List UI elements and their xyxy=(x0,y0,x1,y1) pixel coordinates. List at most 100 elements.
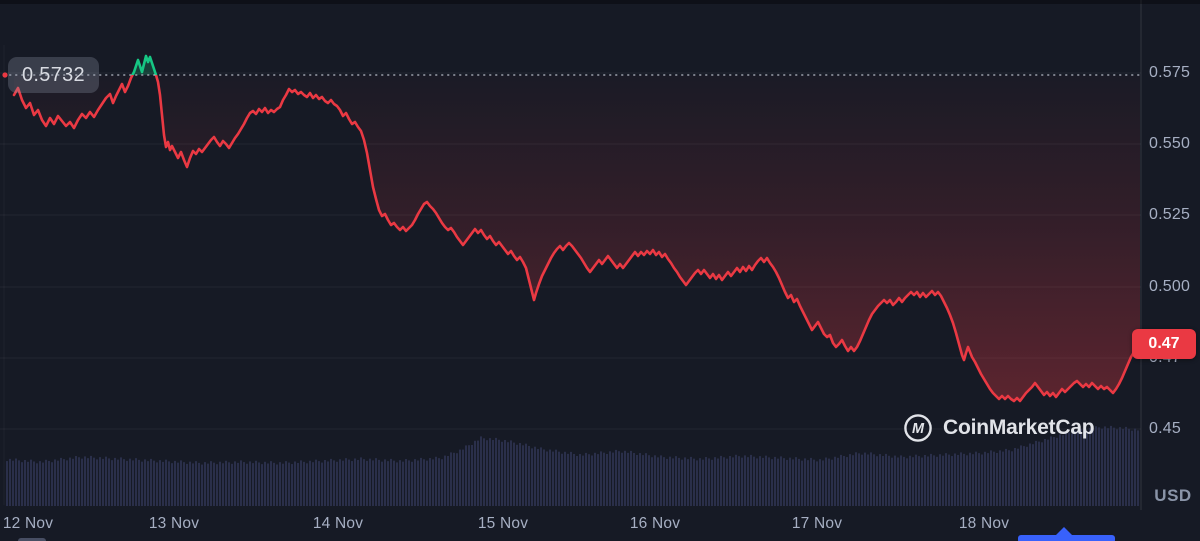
volume-bar xyxy=(723,457,725,506)
volume-bar xyxy=(1047,439,1049,506)
volume-bar xyxy=(669,456,671,506)
volume-bar xyxy=(696,460,698,506)
x-tick-label: 15 Nov xyxy=(477,515,529,532)
volume-bar xyxy=(21,462,23,506)
volume-bar xyxy=(258,462,260,506)
volume-bar xyxy=(15,458,17,506)
volume-bar xyxy=(672,458,674,506)
brush-handle[interactable] xyxy=(1018,535,1115,541)
volume-bar xyxy=(705,457,707,506)
volume-bar xyxy=(309,460,311,506)
currency-unit-label: USD xyxy=(1154,486,1192,505)
volume-bar xyxy=(1029,443,1031,506)
volume-bar xyxy=(390,458,392,506)
volume-bar xyxy=(879,454,881,506)
volume-bar xyxy=(828,458,830,506)
volume-bar xyxy=(822,460,824,506)
volume-bar xyxy=(420,457,422,506)
volume-bar xyxy=(612,452,614,506)
volume-bar xyxy=(927,456,929,506)
volume-bar xyxy=(255,460,257,506)
volume-bar xyxy=(1104,426,1106,506)
volume-bar xyxy=(837,457,839,506)
volume-bar xyxy=(168,461,170,506)
volume-bar xyxy=(933,455,935,506)
volume-bar xyxy=(1023,446,1025,506)
volume-bar xyxy=(780,456,782,506)
volume-bar xyxy=(441,459,443,506)
volume-bar xyxy=(378,459,380,506)
volume-bar xyxy=(264,461,266,506)
volume-bar xyxy=(753,456,755,506)
scrollbar-handle[interactable] xyxy=(18,538,46,541)
volume-bar xyxy=(24,460,26,506)
volume-bar xyxy=(1092,429,1094,506)
volume-bar xyxy=(633,452,635,506)
volume-bar xyxy=(726,458,728,506)
volume-bar xyxy=(135,458,137,506)
volume-bar xyxy=(585,452,587,506)
volume-bar xyxy=(18,460,20,506)
volume-bar xyxy=(246,463,248,506)
volume-bar xyxy=(483,438,485,506)
volume-bar xyxy=(210,461,212,506)
volume-bar xyxy=(219,461,221,506)
volume-bar xyxy=(1098,427,1100,506)
volume-bar xyxy=(885,453,887,506)
volume-bar xyxy=(621,452,623,506)
volume-bar xyxy=(447,456,449,506)
brush-caret-icon[interactable] xyxy=(1056,527,1072,535)
volume-bar xyxy=(1074,430,1076,506)
volume-bar xyxy=(783,458,785,506)
volume-bar xyxy=(456,453,458,506)
volume-bar xyxy=(693,458,695,506)
volume-bar xyxy=(1110,425,1112,506)
volume-bar xyxy=(702,459,704,506)
volume-bar xyxy=(111,460,113,506)
volume-bar xyxy=(708,458,710,506)
volume-bar xyxy=(750,454,752,506)
volume-bar xyxy=(522,445,524,506)
volume-bar xyxy=(714,457,716,506)
volume-bar xyxy=(972,454,974,506)
volume-bar xyxy=(600,451,602,506)
volume-bar xyxy=(717,458,719,506)
x-tick-label: 17 Nov xyxy=(791,515,843,532)
volume-bar xyxy=(528,446,530,506)
volume-bar xyxy=(963,453,965,506)
volume-bar xyxy=(276,464,278,506)
volume-bar xyxy=(1089,428,1091,506)
volume-bar xyxy=(297,462,299,506)
volume-bar xyxy=(960,452,962,506)
volume-bar xyxy=(96,459,98,506)
volume-bar xyxy=(216,464,218,506)
volume-bar xyxy=(735,454,737,506)
volume-bar xyxy=(903,456,905,506)
volume-bar xyxy=(225,460,227,506)
volume-bar xyxy=(87,458,89,506)
volume-bar xyxy=(813,459,815,506)
volume-bar xyxy=(423,459,425,506)
volume-bar xyxy=(51,462,53,506)
volume-bar xyxy=(1044,439,1046,506)
volume-bar xyxy=(648,455,650,506)
y-tick-label: 0.45 xyxy=(1149,420,1181,437)
volume-bar xyxy=(678,457,680,506)
volume-bar xyxy=(897,457,899,506)
volume-bar xyxy=(537,449,539,506)
baseline-start-dot xyxy=(2,72,8,78)
volume-bar xyxy=(969,452,971,506)
volume-bar xyxy=(354,458,356,506)
volume-bar xyxy=(921,457,923,506)
volume-bar xyxy=(12,460,14,506)
volume-bar xyxy=(1101,428,1103,506)
volume-bar xyxy=(519,443,521,506)
volume-bar xyxy=(1131,430,1133,506)
volume-bar xyxy=(213,462,215,506)
volume-bar xyxy=(804,458,806,506)
volume-bar xyxy=(582,455,584,506)
volume-bar xyxy=(846,457,848,506)
volume-bar xyxy=(393,460,395,506)
volume-bar xyxy=(1032,444,1034,506)
